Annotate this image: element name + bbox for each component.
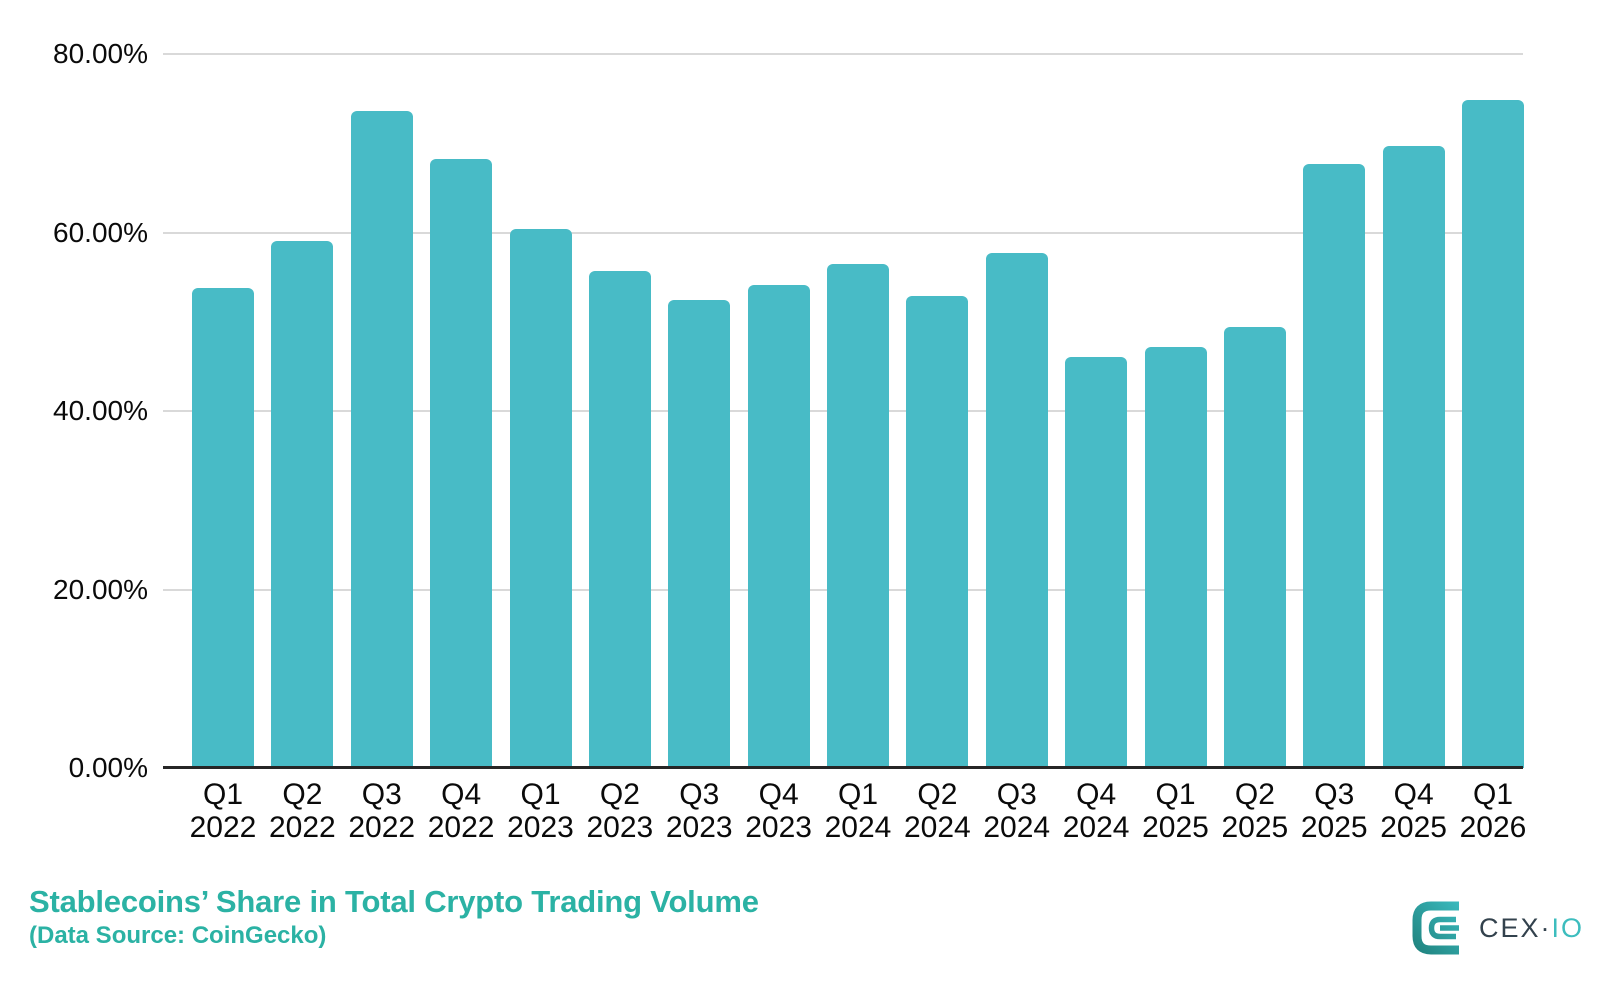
x-axis-line xyxy=(163,766,1523,769)
x-tick-quarter: Q2 xyxy=(917,778,958,811)
bar-q1-2025 xyxy=(1144,346,1207,768)
x-tick-label: Q3 2023 xyxy=(665,778,733,844)
x-tick-quarter: Q4 xyxy=(1393,778,1434,811)
x-tick-quarter: Q3 xyxy=(361,778,402,811)
cexio-wordmark-cex: CEX xyxy=(1479,912,1541,943)
x-tick-quarter: Q4 xyxy=(1076,778,1117,811)
x-tick-quarter: Q3 xyxy=(996,778,1037,811)
x-tick-year: 2024 xyxy=(904,811,971,844)
x-tick-label: Q3 2025 xyxy=(1300,778,1368,844)
bar-q2-2025 xyxy=(1223,327,1286,768)
x-tick-quarter: Q3 xyxy=(1314,778,1355,811)
x-tick-label: Q4 2024 xyxy=(1062,778,1130,844)
chart-title: Stablecoins’ Share in Total Crypto Tradi… xyxy=(29,884,759,919)
x-tick-quarter: Q1 xyxy=(1155,778,1196,811)
gridline-80 xyxy=(163,53,1523,55)
bar-q1-2022 xyxy=(192,287,254,768)
x-tick-label: Q4 2025 xyxy=(1380,778,1447,844)
y-tick-label: 0.00% xyxy=(68,752,148,783)
x-tick-label: Q1 2022 xyxy=(189,778,257,844)
x-tick-year: 2022 xyxy=(427,811,495,844)
x-tick-label: Q2 2022 xyxy=(269,778,336,844)
x-tick-year: 2023 xyxy=(745,811,812,844)
cexio-logo-mark-icon xyxy=(1412,901,1459,955)
bar-q1-2023 xyxy=(509,228,572,768)
bar-q3-2024 xyxy=(985,253,1048,768)
bar-q3-2022 xyxy=(350,111,413,768)
x-tick-quarter: Q3 xyxy=(679,778,720,811)
bar-q2-2022 xyxy=(271,241,334,768)
y-tick-label: 20.00% xyxy=(53,573,148,605)
bar-q2-2023 xyxy=(588,270,651,768)
bars xyxy=(192,54,1524,768)
x-tick-label: Q2 2025 xyxy=(1221,778,1289,844)
x-tick-label: Q1 2023 xyxy=(507,778,574,844)
bar-q4-2023 xyxy=(747,285,810,768)
x-tick-label: Q4 2022 xyxy=(427,778,495,844)
x-tick-year: 2022 xyxy=(189,811,257,844)
x-tick-label: Q1 2024 xyxy=(824,778,892,844)
x-tick-quarter: Q1 xyxy=(837,778,879,811)
cexio-wordmark-io: IO xyxy=(1551,912,1585,943)
x-tick-year: 2023 xyxy=(665,811,733,844)
x-tick-year: 2023 xyxy=(507,811,574,844)
x-axis-labels: Q1 2022 Q2 2022 Q3 2022 Q4 2022 Q1 2023 Q2 2023 Q3 20… xyxy=(189,778,1527,844)
bar-q4-2022 xyxy=(430,159,493,768)
bar-q2-2024 xyxy=(906,295,969,768)
x-tick-year: 2023 xyxy=(586,811,654,844)
x-tick-label: Q4 2023 xyxy=(745,778,812,844)
x-tick-label: Q3 2024 xyxy=(983,778,1051,844)
x-tick-year: 2026 xyxy=(1459,811,1527,844)
cexio-wordmark-dot: · xyxy=(1540,912,1552,943)
x-tick-quarter: Q2 xyxy=(282,778,323,811)
x-tick-year: 2022 xyxy=(269,811,336,844)
y-tick-label: 80.00% xyxy=(53,38,148,69)
x-tick-year: 2025 xyxy=(1221,811,1289,844)
x-tick-year: 2024 xyxy=(1062,811,1130,844)
cexio-logo: CEX·IO xyxy=(1412,901,1584,955)
x-tick-label: Q2 2023 xyxy=(586,778,654,844)
y-tick-label: 40.00% xyxy=(53,395,148,426)
x-tick-year: 2022 xyxy=(348,811,416,844)
x-tick-label: Q3 2022 xyxy=(348,778,416,844)
x-tick-quarter: Q1 xyxy=(520,778,561,811)
x-tick-year: 2025 xyxy=(1380,811,1447,844)
cexio-wordmark: CEX·IO xyxy=(1479,913,1584,944)
bar-q4-2025 xyxy=(1382,145,1445,768)
x-tick-quarter: Q2 xyxy=(1234,778,1275,811)
x-tick-label: Q1 2025 xyxy=(1142,778,1209,844)
y-tick-label: 60.00% xyxy=(53,216,148,248)
x-tick-label: Q1 2026 xyxy=(1459,778,1527,844)
gridline-60 xyxy=(163,231,1523,234)
bar-q4-2024 xyxy=(1065,356,1128,768)
x-tick-quarter: Q4 xyxy=(441,778,482,811)
bar-q3-2023 xyxy=(668,300,731,768)
x-tick-label: Q2 2024 xyxy=(904,778,971,844)
bar-q1-2026 xyxy=(1462,99,1524,768)
x-tick-year: 2024 xyxy=(983,811,1051,844)
bar-q1-2024 xyxy=(827,263,889,768)
chart-data-source: (Data Source: CoinGecko) xyxy=(29,922,327,949)
x-tick-quarter: Q1 xyxy=(1472,778,1514,811)
x-tick-year: 2024 xyxy=(824,811,892,844)
x-tick-quarter: Q4 xyxy=(758,778,799,811)
plot-area xyxy=(163,53,1524,769)
x-tick-quarter: Q1 xyxy=(202,778,244,811)
x-tick-year: 2025 xyxy=(1300,811,1368,844)
x-tick-year: 2025 xyxy=(1142,811,1209,844)
bar-q3-2025 xyxy=(1303,163,1366,768)
x-tick-quarter: Q2 xyxy=(599,778,640,811)
